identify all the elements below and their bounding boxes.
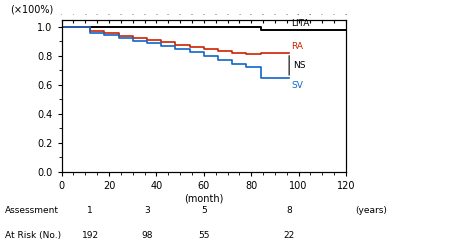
Text: 5: 5	[201, 206, 207, 215]
Text: Assessment: Assessment	[5, 206, 59, 215]
Text: LITA: LITA	[292, 19, 310, 28]
X-axis label: (month): (month)	[184, 193, 224, 203]
Text: 98: 98	[141, 231, 153, 240]
Text: 8: 8	[286, 206, 292, 215]
Text: 22: 22	[283, 231, 295, 240]
Text: (×100%): (×100%)	[10, 4, 54, 14]
Text: 192: 192	[82, 231, 99, 240]
Text: NS: NS	[292, 61, 305, 70]
Text: 55: 55	[198, 231, 210, 240]
Text: (years): (years)	[356, 206, 387, 215]
Text: At Risk (No.): At Risk (No.)	[5, 231, 61, 240]
Text: RA: RA	[292, 42, 303, 51]
Text: 1: 1	[87, 206, 93, 215]
Text: SV: SV	[292, 81, 303, 90]
Text: 3: 3	[144, 206, 150, 215]
